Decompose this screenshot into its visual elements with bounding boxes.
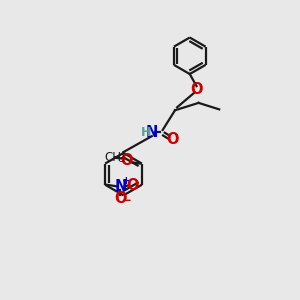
Text: CH: CH [104,151,121,164]
Text: O: O [127,178,139,193]
Text: O: O [114,191,127,206]
Text: O: O [167,132,179,147]
Text: H: H [141,126,151,139]
Text: N: N [114,179,127,194]
Text: O: O [120,153,133,168]
Text: N: N [146,125,158,140]
Text: +: + [122,176,130,186]
Text: O: O [190,82,203,97]
Text: −: − [122,194,132,207]
Text: 3: 3 [119,154,125,164]
